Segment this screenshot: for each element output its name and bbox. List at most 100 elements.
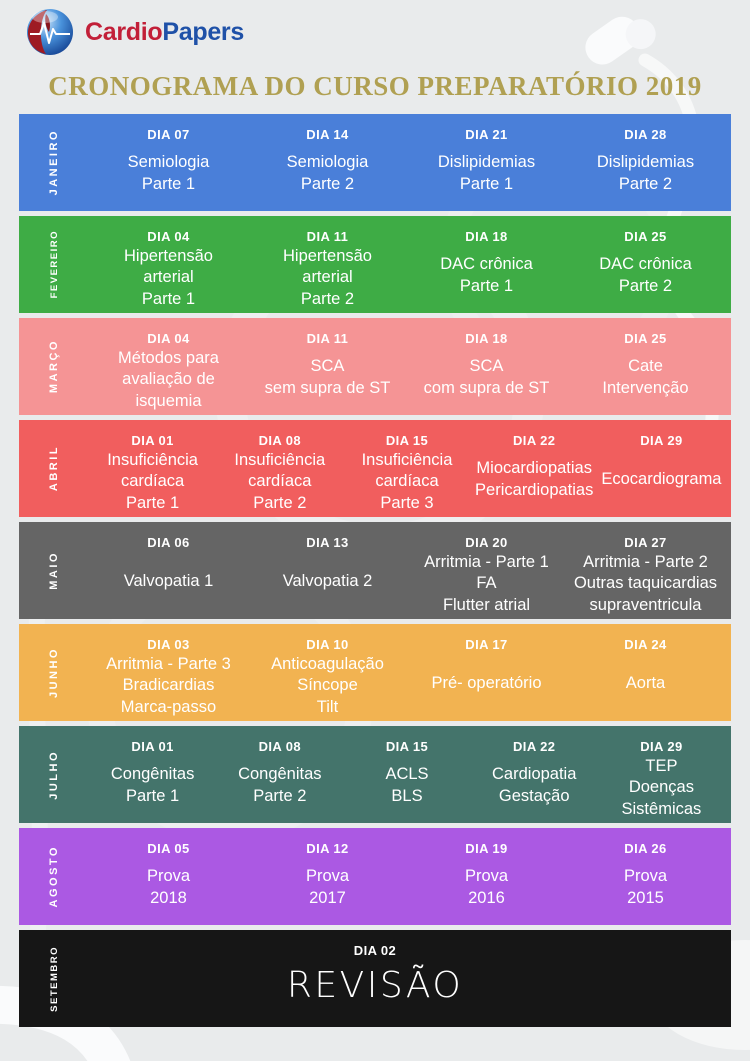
session-day: DIA 25 [624,229,667,244]
session-day: DIA 22 [513,739,556,754]
session-topic: Prova 2017 [305,867,350,907]
session-day: DIA 02 [353,943,397,958]
month-label: JULHO [48,749,60,800]
session-cell: DIA 06 Valvopatia 1 [89,522,248,619]
session-topic: Semiologia Parte 2 [286,153,369,193]
page-title: CRONOGRAMA DO CURSO PREPARATÓRIO 2019 [48,71,702,101]
session-topic: Pré- operatório [431,673,542,692]
session-topic: Insuficiência cardíaca Parte 3 [361,451,453,512]
month-row-junho: JUNHO DIA 03 Arritmia - Parte 3 Bradicard… [19,624,731,721]
session-topic: Miocardiopatias Pericardiopatias [475,459,594,499]
session-topic: Anticoagulação Síncope Tilt [271,655,384,716]
session-cell: DIA 10 Anticoagulação Síncope Tilt [248,624,407,721]
session-topic: Semiologia Parte 1 [127,153,210,193]
session-cell: DIA 04 Métodos para avaliação de isquemia [89,318,248,415]
session-cell: DIA 02 REVISÃO [19,930,731,1027]
session-topic: Arritmia - Parte 2 Outras taquicardias s… [573,553,718,614]
session-topic: Hipertensão arterial Parte 1 [124,247,213,308]
session-topic: REVISÃO [286,965,464,1007]
session-topic: Aorta [625,673,666,692]
session-day: DIA 15 [385,739,429,754]
session-day: DIA 18 [465,229,508,244]
globe-ecg-icon [27,9,73,55]
session-cell: DIA 03 Arritmia - Parte 3 Bradicardias Ma… [89,624,248,721]
session-cell: DIA 26 Prova 2015 [566,828,725,925]
session-topic: Insuficiência cardíaca Parte 1 [107,451,198,512]
session-day: DIA 27 [624,535,667,550]
session-day: DIA 24 [624,637,667,652]
session-day: DIA 01 [131,433,174,448]
session-cell: DIA 08 Congênitas Parte 2 [216,726,343,823]
session-topic: Hipertensão arterial Parte 2 [283,247,372,308]
session-topic: Valvopatia 2 [282,571,373,590]
month-row-agosto: AGOSTO DIA 05 Prova 2018 DIA 12 Prova 2017… [19,828,731,925]
session-day: DIA 13 [306,535,349,550]
session-cell: DIA 01 Congênitas Parte 1 [89,726,216,823]
session-cell: DIA 21 Dislipidemias Parte 1 [407,114,566,211]
session-day: DIA 04 [147,331,190,346]
session-day: DIA 26 [624,841,667,856]
session-cell: DIA 29 TEP Doenças Sistêmicas [598,726,725,823]
session-day: DIA 22 [513,433,556,448]
brand-name: CardioPapers [85,18,244,47]
session-topic: Prova 2015 [623,867,668,907]
session-cell: DIA 05 Prova 2018 [89,828,248,925]
session-day: DIA 29 [640,433,683,448]
session-topic: Congênitas Parte 2 [238,765,322,805]
session-cell: DIA 18 DAC crônica Parte 1 [407,216,566,313]
brand-cardio: Cardio [85,17,163,46]
session-day: DIA 06 [147,535,190,550]
month-row-maio: MAIO DIA 06 Valvopatia 1 DIA 13 Valvopatia… [19,522,731,619]
month-row-marco: MARÇO DIA 04 Métodos para avaliação de is… [19,318,731,415]
session-topic: DAC crônica Parte 2 [599,255,692,295]
session-cell: DIA 22 Miocardiopatias Pericardiopatias [471,420,598,517]
session-cell: DIA 25 Cate Intervenção [566,318,725,415]
session-topic: DAC crônica Parte 1 [440,255,533,295]
session-topic: Cardiopatia Gestação [492,765,577,805]
session-day: DIA 12 [306,841,349,856]
month-label: AGOSTO [48,845,60,908]
session-day: DIA 20 [465,535,508,550]
session-day: DIA 15 [385,433,429,448]
schedule: JANEIRO DIA 07 Semiologia Parte 1 DIA 14 S… [19,114,731,1032]
session-cell: DIA 15 ACLS BLS [343,726,470,823]
session-day: DIA 08 [258,433,301,448]
session-cell: DIA 19 Prova 2016 [407,828,566,925]
month-label: ABRIL [48,445,60,492]
session-topic: Ecocardiograma [601,469,722,488]
session-day: DIA 11 [306,229,349,244]
session-cell: DIA 04 Hipertensão arterial Parte 1 [89,216,248,313]
session-cell: DIA 24 Aorta [566,624,725,721]
session-cell: DIA 29 Ecocardiograma [598,420,725,517]
session-day: DIA 10 [306,637,349,652]
session-day: DIA 17 [465,637,508,652]
session-topic: Dislipidemias Parte 1 [437,153,536,193]
session-topic: Arritmia - Parte 3 Bradicardias Marca-pa… [106,655,231,716]
session-cell: DIA 28 Dislipidemias Parte 2 [566,114,725,211]
session-day: DIA 25 [624,331,667,346]
session-topic: SCA com supra de ST [423,357,550,397]
session-day: DIA 28 [624,127,667,142]
session-day: DIA 03 [147,637,190,652]
month-row-fevereiro: FEVEREIRO DIA 04 Hipertensão arterial Par… [19,216,731,313]
session-topic: Insuficiência cardíaca Parte 2 [234,451,326,512]
session-cell: DIA 27 Arritmia - Parte 2 Outras taquicar… [566,522,725,619]
session-topic: Cate Intervenção [602,357,689,397]
session-day: DIA 29 [640,739,683,754]
session-day: DIA 04 [147,229,190,244]
month-row-setembro: SETEMBRO DIA 02 REVISÃO [19,930,731,1027]
session-day: DIA 01 [131,739,174,754]
session-cell: DIA 20 Arritmia - Parte 1 FA Flutter atri… [407,522,566,619]
session-cell: DIA 13 Valvopatia 2 [248,522,407,619]
session-cell: DIA 07 Semiologia Parte 1 [89,114,248,211]
session-cell: DIA 11 Hipertensão arterial Parte 2 [248,216,407,313]
session-day: DIA 21 [465,127,508,142]
session-cell: DIA 22 Cardiopatia Gestação [471,726,598,823]
session-day: DIA 07 [147,127,190,142]
session-topic: Dislipidemias Parte 2 [596,153,695,193]
session-day: DIA 19 [465,841,508,856]
cardiopapers-logo: CardioPapers [26,8,244,56]
session-cell: DIA 17 Pré- operatório [407,624,566,721]
session-cell: DIA 25 DAC crônica Parte 2 [566,216,725,313]
